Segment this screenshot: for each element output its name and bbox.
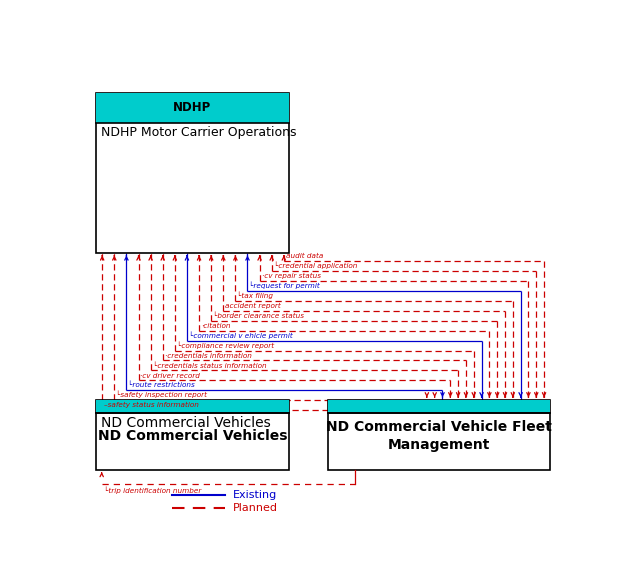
- Bar: [96, 400, 289, 413]
- Text: ND Commercial Vehicles: ND Commercial Vehicles: [98, 429, 287, 443]
- Bar: [328, 400, 550, 469]
- Text: audit data: audit data: [286, 253, 323, 260]
- Bar: [96, 93, 289, 122]
- Text: └credentials status information: └credentials status information: [152, 362, 266, 369]
- Text: └route restrictions: └route restrictions: [129, 382, 195, 389]
- Text: Existing: Existing: [232, 490, 277, 500]
- Text: ND Commercial Vehicle Fleet
Management: ND Commercial Vehicle Fleet Management: [326, 420, 552, 452]
- Bar: [96, 400, 289, 413]
- Text: ·credentials information: ·credentials information: [164, 353, 251, 359]
- Bar: [328, 400, 550, 413]
- Text: └request for permit: └request for permit: [249, 281, 320, 289]
- Text: accident report: accident report: [226, 303, 281, 309]
- Text: └border clearance status: └border clearance status: [213, 312, 304, 319]
- Text: ·cv driver record: ·cv driver record: [140, 373, 200, 379]
- Text: └trip identification number: └trip identification number: [104, 486, 201, 494]
- Text: ·citation: ·citation: [201, 323, 231, 329]
- Text: NDHP: NDHP: [173, 101, 212, 114]
- Text: –safety status information: –safety status information: [104, 402, 199, 408]
- Bar: [96, 400, 289, 469]
- Text: ·cv repair status: ·cv repair status: [261, 273, 321, 280]
- Text: ND Commercial Vehicles: ND Commercial Vehicles: [101, 416, 270, 430]
- Text: └compliance review report: └compliance review report: [177, 341, 274, 349]
- Text: └credential application: └credential application: [273, 262, 357, 270]
- Bar: [328, 400, 550, 413]
- Text: └safety inspection report: └safety inspection report: [117, 391, 207, 398]
- Bar: [96, 93, 289, 253]
- Text: Planned: Planned: [232, 503, 278, 513]
- Text: └commercial v ehicle permit: └commercial v ehicle permit: [189, 331, 293, 339]
- Text: └tax filing: └tax filing: [238, 291, 273, 299]
- Text: NDHP Motor Carrier Operations: NDHP Motor Carrier Operations: [101, 126, 296, 139]
